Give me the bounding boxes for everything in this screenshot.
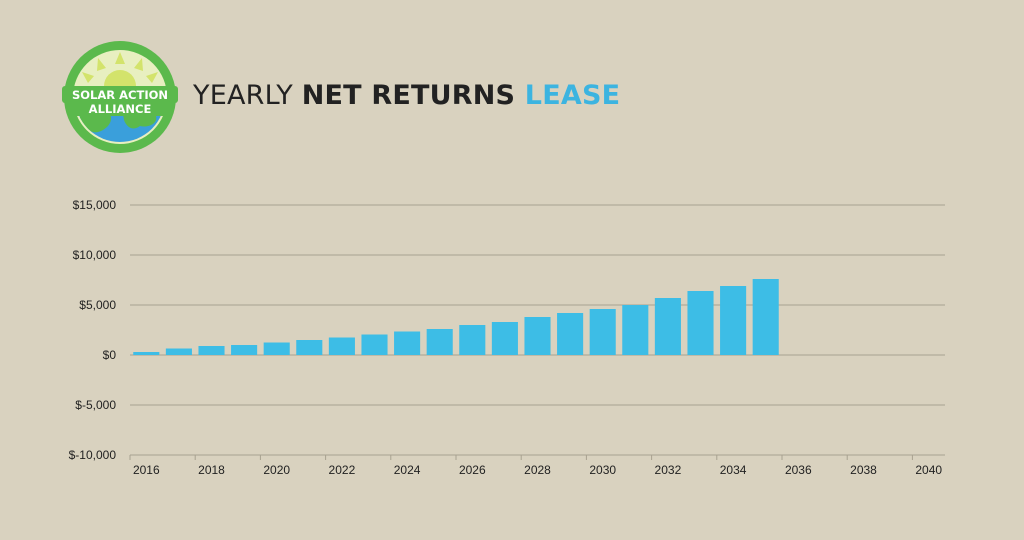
- x-tick-label: 2032: [655, 463, 682, 477]
- y-tick-label: $15,000: [73, 198, 117, 212]
- bar-2023: [361, 334, 388, 355]
- bar-2021: [296, 340, 323, 355]
- bar-2020: [263, 342, 290, 355]
- bar-2033: [687, 291, 714, 355]
- logo-text-line1: SOLAR ACTION: [72, 88, 168, 102]
- chart-title-part2: NET RETURNS: [301, 80, 525, 111]
- x-tick-label: 2018: [198, 463, 225, 477]
- solar-action-alliance-logo: SOLAR ACTION ALLIANCE: [62, 41, 178, 153]
- bar-2032: [654, 298, 681, 355]
- y-tick-label: $-10,000: [69, 448, 117, 462]
- bar-2026: [459, 325, 486, 355]
- bar-2031: [622, 305, 649, 355]
- y-tick-label: $5,000: [79, 298, 116, 312]
- y-axis-labels: $15,000 $10,000 $5,000 $0 $-5,000 $-10,000: [69, 198, 117, 462]
- bar-2027: [491, 322, 518, 355]
- bar-2019: [231, 345, 258, 355]
- x-tick-label: 2028: [524, 463, 551, 477]
- x-tick-label: 2038: [850, 463, 877, 477]
- x-tick-label: 2024: [394, 463, 421, 477]
- bar-2034: [720, 286, 747, 355]
- bar-2025: [426, 329, 453, 355]
- x-tick-label: 2034: [720, 463, 747, 477]
- x-tick-label: 2040: [915, 463, 942, 477]
- sun-rays-icon: [82, 52, 158, 83]
- bar-2022: [328, 337, 355, 355]
- bar-2028: [524, 317, 551, 355]
- y-tick-label: $-5,000: [75, 398, 116, 412]
- x-tick-label: 2020: [263, 463, 290, 477]
- bar-2017: [165, 348, 192, 355]
- chart-title: YEARLY NET RETURNS LEASE: [193, 80, 620, 111]
- y-tick-label: $0: [103, 348, 117, 362]
- logo-text-line2: ALLIANCE: [89, 102, 152, 116]
- y-tick-label: $10,000: [73, 248, 117, 262]
- bar-2018: [198, 346, 225, 355]
- bar-2024: [394, 331, 421, 355]
- bars: [133, 279, 779, 355]
- x-tick-label: 2030: [589, 463, 616, 477]
- x-tick-label: 2036: [785, 463, 812, 477]
- bar-2035: [752, 279, 779, 355]
- grid-lines: [129, 204, 945, 460]
- x-tick-label: 2022: [329, 463, 356, 477]
- bar-2029: [557, 313, 584, 355]
- x-axis-labels: 2016 2018 2020 2022 2024 2026 2028 2030 2032 2034…: [133, 463, 942, 477]
- chart-title-part3: LEASE: [524, 80, 621, 111]
- bar-2016: [133, 352, 160, 355]
- logo-banner: [62, 86, 178, 116]
- x-tick-label: 2026: [459, 463, 486, 477]
- x-tick-label: 2016: [133, 463, 160, 477]
- bar-2030: [589, 309, 616, 355]
- chart-title-part1: YEARLY: [193, 80, 302, 111]
